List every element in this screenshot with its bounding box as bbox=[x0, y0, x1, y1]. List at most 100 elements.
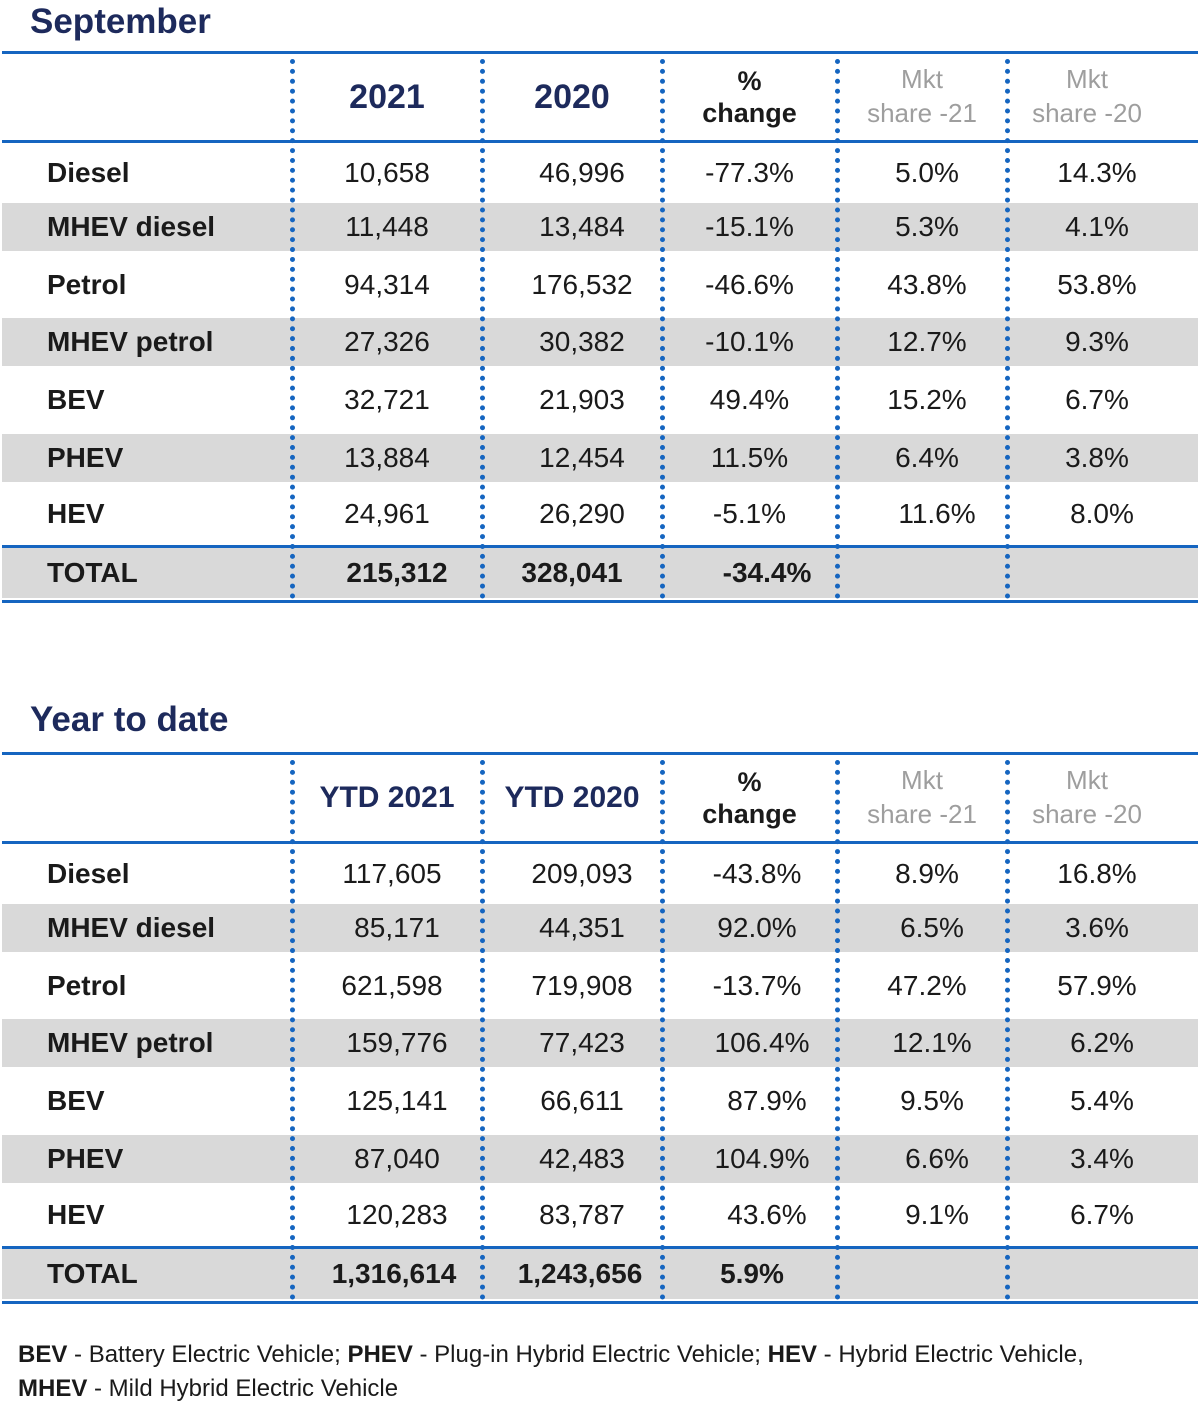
value-share-20: 14.3% bbox=[1057, 157, 1137, 188]
table-bottom-rule bbox=[2, 600, 1198, 603]
table-header: 2021 2020 % change Mkt share -21 Mkt sha… bbox=[2, 54, 1198, 140]
value-ytd-2020: 66,611 bbox=[540, 1085, 624, 1116]
value-share-21: 9.5% bbox=[900, 1085, 964, 1116]
row-label: MHEV petrol bbox=[47, 1027, 214, 1058]
column-divider bbox=[835, 59, 840, 599]
table-row: MHEV diesel 85,171 44,351 92.0% 6.5% 3.6… bbox=[2, 904, 1198, 952]
total-change: 5.9% bbox=[720, 1258, 784, 1289]
value-2020: 21,903 bbox=[539, 384, 625, 415]
value-change: 43.6% bbox=[727, 1199, 807, 1230]
section-title-ytd: Year to date bbox=[30, 700, 229, 739]
value-share-21: 9.1% bbox=[905, 1199, 969, 1230]
table-row: Diesel 10,658 46,996 -77.3% 5.0% 14.3% bbox=[2, 145, 1198, 201]
value-ytd-2021: 159,776 bbox=[346, 1027, 448, 1058]
value-change: 49.4% bbox=[709, 384, 790, 415]
value-ytd-2020: 209,093 bbox=[531, 858, 633, 889]
total-rule bbox=[2, 1246, 1198, 1249]
table-top-rule bbox=[2, 51, 1198, 54]
value-2020: 176,532 bbox=[531, 269, 633, 300]
row-label: HEV bbox=[47, 1199, 105, 1230]
header-mkt-share-21-line1: Mkt bbox=[901, 765, 943, 796]
column-divider bbox=[1005, 760, 1010, 1300]
header-mkt-share-20: Mkt share -20 bbox=[1007, 755, 1167, 841]
value-ytd-2020: 44,351 bbox=[539, 912, 625, 943]
value-change: 106.4% bbox=[714, 1027, 810, 1058]
value-share-20: 53.8% bbox=[1057, 269, 1137, 300]
value-change: 87.9% bbox=[727, 1085, 807, 1116]
value-2020: 12,454 bbox=[539, 442, 625, 473]
value-share-20: 6.7% bbox=[1070, 1199, 1134, 1230]
header-mkt-share-20-line2: share -20 bbox=[1032, 98, 1142, 128]
header-mkt-share-21-line2: share -21 bbox=[867, 98, 977, 128]
value-share-20: 5.4% bbox=[1070, 1085, 1134, 1116]
row-label: MHEV petrol bbox=[47, 326, 214, 357]
column-divider bbox=[480, 59, 485, 599]
header-mkt-share-20: Mkt share -20 bbox=[1007, 54, 1167, 140]
value-share-21: 8.9% bbox=[895, 858, 959, 889]
header-mkt-share-21: Mkt share -21 bbox=[837, 54, 1007, 140]
table-header: YTD 2021 YTD 2020 % change Mkt share -21… bbox=[2, 755, 1198, 841]
column-divider bbox=[290, 760, 295, 1300]
value-2021: 13,884 bbox=[344, 442, 430, 473]
column-divider bbox=[835, 760, 840, 1300]
value-2021: 32,721 bbox=[344, 384, 430, 415]
value-share-20: 4.1% bbox=[1065, 211, 1129, 242]
footnote-bev-abbr: BEV bbox=[18, 1341, 68, 1368]
value-change: -77.3% bbox=[705, 157, 794, 188]
table-row: HEV 24,961 26,290 -5.1% 11.6% 8.0% bbox=[2, 484, 1198, 544]
section-title-september: September bbox=[30, 2, 211, 41]
table-row: MHEV petrol 27,326 30,382 -10.1% 12.7% 9… bbox=[2, 318, 1198, 366]
table-row: Petrol 621,598 719,908 -13.7% 47.2% 57.9… bbox=[2, 954, 1198, 1018]
value-share-21: 12.1% bbox=[892, 1027, 972, 1058]
footnote-hev-abbr: HEV bbox=[767, 1341, 817, 1368]
value-change: -10.1% bbox=[705, 326, 794, 357]
total-row: TOTAL 215,312 328,041 -34.4% bbox=[2, 548, 1198, 598]
table-header-rule bbox=[2, 841, 1198, 844]
value-share-21: 43.8% bbox=[887, 269, 967, 300]
header-mkt-share-20-line2: share -20 bbox=[1032, 799, 1142, 829]
value-share-20: 3.4% bbox=[1070, 1143, 1134, 1174]
row-label: PHEV bbox=[47, 1143, 124, 1174]
column-divider bbox=[660, 760, 665, 1300]
header-pct-symbol: % bbox=[737, 766, 762, 797]
header-2020: 2020 bbox=[534, 77, 610, 116]
header-mkt-share-20-line1: Mkt bbox=[1066, 64, 1108, 95]
header-pct-word: change bbox=[702, 799, 797, 829]
row-label: Petrol bbox=[47, 970, 127, 1001]
value-change: -5.1% bbox=[712, 498, 787, 529]
footnote-phev-abbr: PHEV bbox=[347, 1341, 413, 1368]
total-row: TOTAL 1,316,614 1,243,656 5.9% bbox=[2, 1249, 1198, 1299]
value-2021: 11,448 bbox=[345, 211, 429, 242]
value-change: 92.0% bbox=[717, 912, 797, 943]
value-ytd-2020: 719,908 bbox=[531, 970, 633, 1001]
total-ytd-2020: 1,243,656 bbox=[517, 1258, 643, 1289]
header-mkt-share-21-line2: share -21 bbox=[867, 799, 977, 829]
table-row: PHEV 13,884 12,454 11.5% 6.4% 3.8% bbox=[2, 434, 1198, 482]
column-divider bbox=[290, 59, 295, 599]
value-share-20: 3.6% bbox=[1065, 912, 1129, 943]
table-row: BEV 125,141 66,611 87.9% 9.5% 5.4% bbox=[2, 1068, 1198, 1134]
table-row: MHEV petrol 159,776 77,423 106.4% 12.1% … bbox=[2, 1019, 1198, 1067]
footnote-mhev-abbr: MHEV bbox=[18, 1375, 88, 1402]
ytd-table: YTD 2021 YTD 2020 % change Mkt share -21… bbox=[2, 752, 1198, 1305]
total-change: -34.4% bbox=[722, 557, 812, 588]
value-share-20: 57.9% bbox=[1057, 970, 1137, 1001]
row-label: Diesel bbox=[47, 858, 130, 889]
total-ytd-2021: 1,316,614 bbox=[331, 1258, 457, 1289]
value-share-20: 3.8% bbox=[1065, 442, 1129, 473]
value-2021: 24,961 bbox=[344, 498, 430, 529]
total-2021: 215,312 bbox=[346, 557, 448, 588]
value-ytd-2021: 117,605 bbox=[342, 858, 442, 889]
value-share-21: 6.6% bbox=[905, 1143, 969, 1174]
row-label: Petrol bbox=[47, 269, 127, 300]
value-share-20: 8.0% bbox=[1070, 498, 1134, 529]
footnote-phev-text: - Plug-in Hybrid Electric Vehicle; bbox=[412, 1341, 768, 1368]
value-share-20: 16.8% bbox=[1057, 858, 1137, 889]
header-pct-symbol: % bbox=[737, 65, 762, 96]
table-row: PHEV 87,040 42,483 104.9% 6.6% 3.4% bbox=[2, 1135, 1198, 1183]
table-bottom-rule bbox=[2, 1301, 1198, 1304]
value-change: -46.6% bbox=[705, 269, 794, 300]
header-mkt-share-21: Mkt share -21 bbox=[837, 755, 1007, 841]
row-label: Diesel bbox=[47, 157, 130, 188]
row-label: MHEV diesel bbox=[47, 211, 216, 242]
